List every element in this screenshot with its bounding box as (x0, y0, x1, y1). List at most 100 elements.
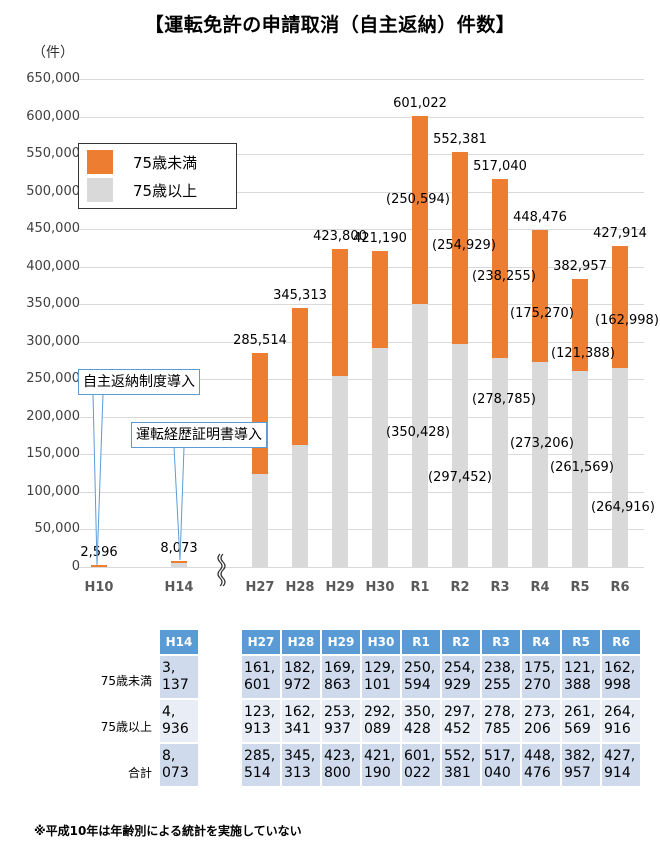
cell-line-1: 517, (484, 748, 516, 764)
cell-line-2: 594 (404, 677, 431, 693)
cell-line-2: 190 (364, 765, 391, 781)
x-axis-label-H27: H27 (245, 580, 275, 595)
cell-line-1: 162, (284, 704, 316, 720)
cell-line-1: 182, (284, 660, 316, 676)
cell-line-2: 514 (244, 765, 271, 781)
table-header-R5: R5 (562, 630, 600, 654)
table-cell: 261, 569 (562, 700, 600, 742)
table-cell: 253, 937 (322, 700, 360, 742)
total-label-H10: 2,596 (80, 545, 118, 561)
gridline (78, 379, 644, 380)
bar-segment-over75-R1 (412, 303, 428, 567)
chart-title: 【運転免許の申請取消（自主返納）件数】 (144, 14, 516, 36)
bar-segment-under75-R2 (452, 152, 468, 344)
bar-segment-under75-H28 (292, 307, 308, 446)
cell-line-1: 423, (324, 748, 356, 764)
cell-line-1: 601, (404, 748, 436, 764)
gridline (78, 304, 644, 305)
cell-line-2: 998 (604, 677, 631, 693)
bar-segment-under75-R6 (612, 245, 628, 369)
bar-segment-over75-R4 (532, 361, 548, 567)
table-row: 123, 913 162, 341 253, 937 292, 089 350, 428 297, 4… (242, 700, 640, 742)
table-cell: 175, 270 (522, 656, 560, 698)
cell-line-1: 292, (364, 704, 396, 720)
gridline (78, 79, 644, 80)
x-axis-label-H14: H14 (164, 580, 194, 595)
cell-line-2: 785 (484, 721, 511, 737)
cell-line-2: 601 (244, 677, 271, 693)
callout-self-return-system: 自主返納制度導入 (78, 369, 200, 395)
bar-segment-under75-H10 (91, 565, 107, 567)
table-header-H27: H27 (242, 630, 280, 654)
cell-line-2: 937 (324, 721, 351, 737)
cell-line-1: 3, (162, 660, 176, 676)
table-header-row: H14 (160, 630, 198, 654)
cell-line-2: 913 (244, 721, 271, 737)
gridline (78, 417, 644, 418)
cell-line-2: 137 (162, 677, 189, 693)
table-cell: 517, 040 (482, 744, 520, 786)
cell-line-1: 264, (604, 704, 636, 720)
cell-line-2: 313 (284, 765, 311, 781)
table-cell: 121, 388 (562, 656, 600, 698)
cell-line-2: 022 (404, 765, 431, 781)
table-cell: 8, 073 (160, 744, 198, 786)
cell-line-1: 162, (604, 660, 636, 676)
table-cell: 448, 476 (522, 744, 560, 786)
table-cell: 129, 101 (362, 656, 400, 698)
x-axis-label-H30: H30 (365, 580, 395, 595)
legend-label-under75: 75歳未満 (133, 153, 198, 172)
bar-segment-over75-H28 (292, 445, 308, 567)
axis-break-icon (217, 553, 226, 587)
legend-swatch-over75 (87, 178, 113, 202)
bar-segment-under75-H30 (372, 250, 388, 348)
y-tick-label: 350,000 (26, 296, 80, 311)
table-cell: 382, 957 (562, 744, 600, 786)
cell-line-2: 569 (564, 721, 591, 737)
x-axis-label-R2: R2 (450, 580, 470, 595)
gridline (78, 492, 644, 493)
gridline (78, 567, 644, 568)
data-table-h27-r6: H27 H28 H29 H30 R1 R2 R3 R4 R5 R6 161, 601 182, 972 16… (240, 628, 642, 788)
bar-segment-over75-R3 (492, 357, 508, 567)
gridline (78, 154, 644, 155)
segment-label-over75-R5: (261,569) (550, 460, 614, 475)
table-cell: 254, 929 (442, 656, 480, 698)
table-row: 4, 936 (160, 700, 198, 742)
cell-line-1: 273, (524, 704, 556, 720)
table-cell: 4, 936 (160, 700, 198, 742)
y-tick-label: 550,000 (26, 146, 80, 161)
gridline (78, 117, 644, 118)
table-header-R4: R4 (522, 630, 560, 654)
cell-line-2: 428 (404, 721, 431, 737)
x-axis-label-R3: R3 (490, 580, 510, 595)
cell-line-1: 238, (484, 660, 516, 676)
table-cell: 278, 785 (482, 700, 520, 742)
cell-line-1: 278, (484, 704, 516, 720)
table-cell: 292, 089 (362, 700, 400, 742)
segment-label-over75-R1: (350,428) (386, 425, 450, 440)
cell-line-2: 206 (524, 721, 551, 737)
cell-line-2: 452 (444, 721, 471, 737)
gridline (78, 529, 644, 530)
bar-segment-under75-H14 (171, 560, 187, 564)
cell-line-1: 382, (564, 748, 596, 764)
cell-line-2: 936 (162, 721, 189, 737)
segment-label-over75-R6: (264,916) (591, 500, 655, 515)
gridline (78, 454, 644, 455)
cell-line-1: 350, (404, 704, 436, 720)
table-cell: 250, 594 (402, 656, 440, 698)
cell-line-1: 4, (162, 704, 176, 720)
cell-line-1: 254, (444, 660, 476, 676)
table-cell: 297, 452 (442, 700, 480, 742)
y-tick-label: 600,000 (26, 109, 80, 124)
total-label-H29: 423,800 (313, 228, 367, 244)
table-row: 3, 137 (160, 656, 198, 698)
gridline (78, 267, 644, 268)
row-label-over75: 75歳以上 (100, 720, 152, 734)
segment-label-under75-R3: (238,255) (472, 269, 536, 284)
table-cell: 350, 428 (402, 700, 440, 742)
cell-line-1: 421, (364, 748, 396, 764)
bar-segment-over75-H14 (171, 563, 187, 567)
cell-line-2: 270 (524, 677, 551, 693)
